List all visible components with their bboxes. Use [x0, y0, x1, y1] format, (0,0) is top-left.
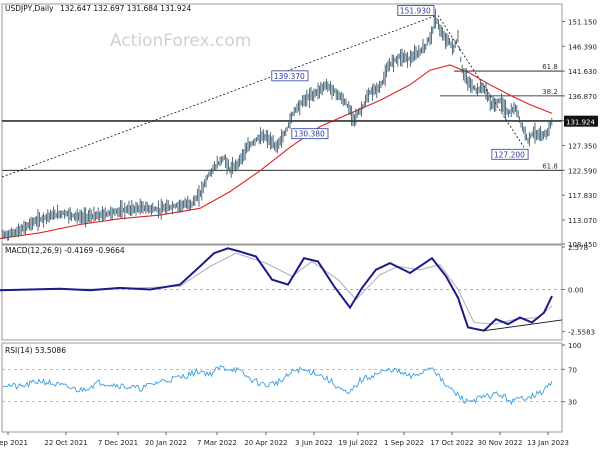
rsi-ytick-label: 70: [568, 366, 577, 374]
price-ytick-label: 136.870: [568, 93, 597, 101]
rsi-title: RSI(14) 53.5086: [5, 346, 66, 355]
low-label: 130.380: [294, 130, 325, 139]
peak-label-box: [397, 4, 435, 16]
price-ytick-label: 151.150: [568, 18, 597, 26]
xtick-label: 22 Oct 2021: [44, 439, 87, 447]
rsi-line: [2, 364, 553, 406]
watermark: ActionForex.com: [110, 31, 251, 51]
xtick-label: 19 Jul 2022: [338, 439, 378, 447]
price-ytick-label: 141.630: [568, 68, 597, 76]
price-ytick-label: 146.390: [568, 43, 597, 51]
xtick-label: 30 Nov 2022: [478, 439, 523, 447]
xtick-label: 20 Jan 2022: [145, 439, 187, 447]
trendline-up: [1, 15, 437, 178]
rsi-ytick-label: 100: [568, 342, 581, 350]
price-ytick-label: 113.070: [568, 217, 597, 225]
macd-ytick-label: -2.5583: [568, 329, 595, 337]
macd-panel: [1, 244, 563, 341]
xtick-label: 7 Mar 2022: [197, 439, 237, 447]
high-label-box: [271, 70, 309, 82]
xtick-label: 17 Oct 2022: [430, 439, 473, 447]
price-ytick-label: 117.830: [568, 192, 597, 200]
xtick-label: 1 Sep 2022: [384, 439, 424, 447]
xtick-label: 20 Apr 2022: [244, 439, 287, 447]
price-panel: [1, 3, 563, 245]
sma-line: [0, 64, 553, 240]
last-price-label: 131.924: [566, 119, 595, 127]
xtick-label: 3 Jun 2022: [295, 439, 333, 447]
ohlc-header: 132.647 132.697 131.684 131.924: [60, 4, 191, 13]
level-label: 61.8: [542, 63, 558, 71]
peak-label: 151.930: [400, 6, 431, 15]
macd-line: [0, 247, 553, 332]
macd-ytick-label: 0.00: [568, 287, 584, 295]
rsi-panel: [1, 342, 563, 433]
price-title: USDJPY,Daily: [5, 4, 54, 13]
high-label: 139.370: [274, 72, 305, 81]
level-label: 38.2: [542, 88, 558, 96]
price-ytick-label: 108.450: [568, 241, 597, 249]
level-label: 61.8: [542, 162, 558, 170]
xtick-label: 8 Sep 2021: [0, 439, 28, 447]
recent-low-label-box: [491, 148, 529, 160]
rsi-ytick-label: 30: [568, 399, 577, 407]
xtick-label: 13 Jan 2023: [527, 439, 569, 447]
last-price-box: [564, 115, 598, 127]
price-ytick-label: 127.350: [568, 142, 597, 150]
price-ytick-label: 122.590: [568, 167, 597, 175]
macd-divergence-line: [483, 319, 563, 332]
macd-ytick-label: 2.578: [568, 244, 588, 252]
xtick-label: 7 Dec 2021: [98, 439, 138, 447]
low-label-box: [291, 128, 329, 140]
macd-title: MACD(12,26,9) -0.4169 -0.9664: [5, 246, 125, 255]
recent-low-label: 127.200: [494, 150, 525, 159]
